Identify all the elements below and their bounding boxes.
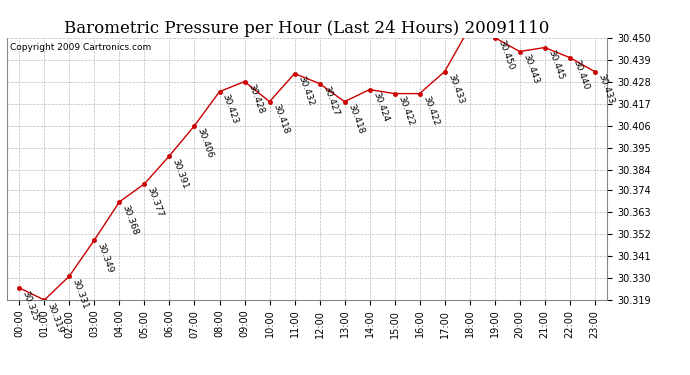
Text: 30.325: 30.325: [21, 290, 40, 322]
Text: 30.423: 30.423: [221, 93, 240, 126]
Text: 30.428: 30.428: [246, 83, 265, 116]
Text: 30.331: 30.331: [71, 278, 90, 310]
Text: 30.432: 30.432: [296, 75, 315, 108]
Text: 30.440: 30.440: [571, 59, 590, 92]
Text: 30.391: 30.391: [171, 157, 190, 190]
Text: Copyright 2009 Cartronics.com: Copyright 2009 Cartronics.com: [10, 43, 151, 52]
Text: 30.445: 30.445: [546, 49, 565, 81]
Text: 30.424: 30.424: [371, 91, 390, 123]
Text: 30.368: 30.368: [121, 203, 140, 236]
Text: 30.418: 30.418: [346, 103, 365, 136]
Text: 30.349: 30.349: [96, 241, 115, 274]
Text: 30.427: 30.427: [321, 85, 340, 117]
Text: 30.450: 30.450: [496, 39, 515, 72]
Text: 30.433: 30.433: [596, 73, 615, 106]
Title: Barometric Pressure per Hour (Last 24 Hours) 20091110: Barometric Pressure per Hour (Last 24 Ho…: [64, 20, 550, 38]
Text: 30.433: 30.433: [446, 73, 465, 106]
Text: 30.406: 30.406: [196, 127, 215, 160]
Text: 30.455: 30.455: [0, 374, 1, 375]
Text: 30.422: 30.422: [421, 95, 440, 128]
Text: 30.443: 30.443: [521, 53, 540, 86]
Text: 30.422: 30.422: [396, 95, 415, 128]
Text: 30.377: 30.377: [146, 185, 165, 218]
Text: 30.319: 30.319: [46, 302, 65, 334]
Text: 30.418: 30.418: [271, 103, 290, 136]
